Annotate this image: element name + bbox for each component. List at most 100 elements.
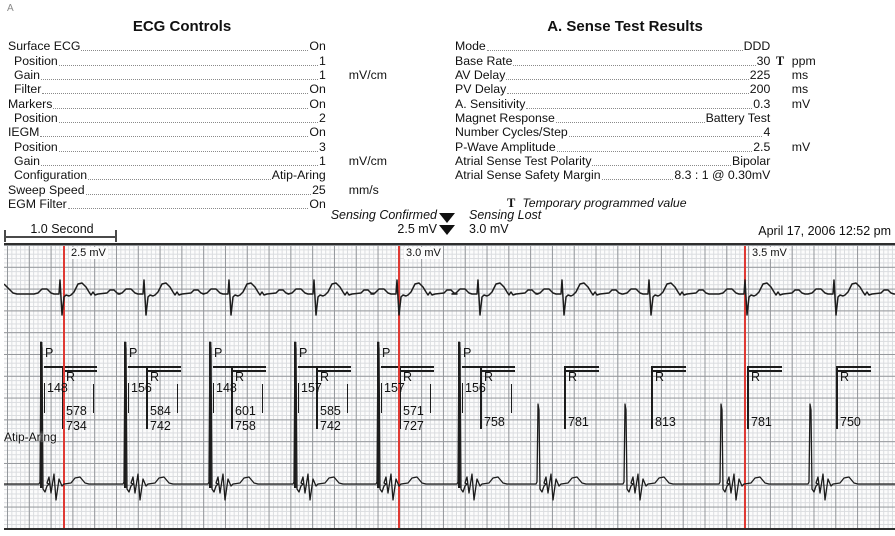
r-refractory-line xyxy=(651,370,686,372)
r-marker-stem xyxy=(231,366,233,429)
parameter-row: PV Delay 200 ms xyxy=(455,82,840,96)
atrial-sense-bar xyxy=(377,342,380,488)
parameter-label: Atrial Sense Safety Margin xyxy=(455,168,601,183)
parameter-value: On xyxy=(309,96,326,111)
time-scale-tick xyxy=(115,230,117,242)
threshold-cursor-label: 2.5 mV xyxy=(69,247,108,259)
parameter-row: Configuration Atip-Aring xyxy=(8,168,408,182)
r-marker-label: R xyxy=(66,369,76,384)
p-marker-label: P xyxy=(382,346,391,360)
sensing-lost-label: Sensing Lost xyxy=(469,208,542,222)
r-refractory-line xyxy=(836,370,871,372)
parameter-row: Number Cycles/Step 4 xyxy=(455,125,840,139)
interval-rr: 742 xyxy=(320,419,341,433)
parameter-label: Number Cycles/Step xyxy=(455,125,568,140)
dot-leader xyxy=(486,50,743,52)
sense-test-results-panel: A. Sense Test Results Mode DDD Base Rate 30… xyxy=(455,18,840,182)
parameter-label: Position xyxy=(14,53,58,68)
parameter-value: 1 xyxy=(318,53,326,68)
atrial-event-tick xyxy=(381,383,383,413)
p-refractory-line xyxy=(298,366,351,368)
interval-pr: 157 xyxy=(301,381,322,395)
r-marker-stem xyxy=(316,366,318,429)
parameter-unit: mV xyxy=(791,96,811,111)
atrial-event-tick xyxy=(128,383,130,413)
parameter-value: 25 xyxy=(312,182,326,197)
parameter-label: Magnet Response xyxy=(455,111,555,126)
threshold-cursor-label: 3.5 mV xyxy=(750,247,789,259)
sensing-lost-annotation: Sensing Lost 3.0 mV xyxy=(469,208,541,236)
dot-leader xyxy=(58,122,318,124)
atrial-sense-bar xyxy=(294,342,297,488)
parameter-value: Atip-Aring xyxy=(271,168,326,183)
parameter-row: Sweep Speed 25 mm/s xyxy=(8,182,408,196)
dot-leader xyxy=(40,165,318,167)
parameter-row: Markers On xyxy=(8,96,408,110)
r-refractory-line xyxy=(564,370,599,372)
dot-leader xyxy=(58,64,318,66)
interval-rr: 734 xyxy=(66,419,87,433)
interval-pr: 148 xyxy=(47,381,68,395)
iegm-trace xyxy=(4,341,895,501)
parameter-label: Atrial Sense Test Polarity xyxy=(455,154,592,169)
parameter-label: Surface ECG xyxy=(8,39,81,54)
interval-pp: 585 xyxy=(320,404,341,418)
parameter-label: Base Rate xyxy=(455,53,513,68)
dot-leader xyxy=(85,193,312,195)
dot-leader xyxy=(40,79,318,81)
p-refractory-line xyxy=(128,366,181,368)
p-refractory-line xyxy=(747,366,782,368)
interval-pp: 571 xyxy=(403,404,424,418)
atrial-event-tick xyxy=(462,383,464,413)
dot-leader xyxy=(40,136,309,138)
parameter-label: IEGM xyxy=(8,125,40,140)
sense-test-results-title: A. Sense Test Results xyxy=(547,18,703,35)
p-refractory-line xyxy=(651,366,686,368)
temporary-flag: T xyxy=(507,196,516,210)
parameter-row: Filter On xyxy=(8,82,408,96)
parameter-value: 30 xyxy=(756,53,771,68)
down-arrow-icon xyxy=(439,225,455,235)
dot-leader xyxy=(42,93,309,95)
dot-leader xyxy=(81,50,309,52)
dot-leader xyxy=(592,165,732,167)
interval-rr: 781 xyxy=(751,415,772,429)
interval-rr: 813 xyxy=(655,415,676,429)
atrial-event-tick xyxy=(213,383,215,413)
parameter-unit: ms xyxy=(791,68,809,83)
r-marker-stem xyxy=(651,366,653,429)
r-refractory-line xyxy=(146,370,181,372)
dot-leader xyxy=(601,179,674,181)
figure-label: A xyxy=(7,3,14,14)
atrial-sense-bar xyxy=(209,342,212,488)
sensing-confirmed-value: 2.5 mV xyxy=(397,222,437,236)
p-refractory-line xyxy=(462,366,515,368)
ventricular-event-tick xyxy=(262,384,264,413)
p-marker-label: P xyxy=(463,346,472,360)
p-marker-label: P xyxy=(129,346,138,360)
parameter-row: EGM Filter On xyxy=(8,197,408,211)
parameter-row: AV Delay 225 ms xyxy=(455,68,840,82)
ecg-strip: 2.5 mV 3.0 mV 3.5 mV P 148 578 734 R P 156 584 742 R… xyxy=(4,243,895,530)
threshold-cursor xyxy=(63,246,65,528)
interval-pp: 601 xyxy=(235,404,256,418)
p-marker-label: P xyxy=(214,346,223,360)
r-refractory-line xyxy=(316,370,351,372)
sensing-confirmed-label: Sensing Confirmed xyxy=(330,208,437,222)
p-marker-label: P xyxy=(45,346,54,360)
atrial-event-tick xyxy=(298,383,300,413)
r-refractory-line xyxy=(399,370,434,372)
ecg-controls-panel: ECG Controls Surface ECG On Position 1 Gain 1… xyxy=(8,18,408,211)
dot-leader xyxy=(506,79,749,81)
parameter-label: Position xyxy=(14,111,58,126)
threshold-cursor xyxy=(398,246,400,528)
sensing-threshold-arrows xyxy=(439,213,455,237)
interval-rr: 781 xyxy=(568,415,589,429)
parameter-value: Battery Test xyxy=(705,111,771,126)
parameter-value: 200 xyxy=(749,82,771,97)
parameter-label: A. Sensitivity xyxy=(455,96,526,111)
interval-pp: 578 xyxy=(66,404,87,418)
parameter-value: 8.3 : 1 @ 0.30mV xyxy=(674,168,771,183)
dot-leader xyxy=(568,136,763,138)
r-marker-label: R xyxy=(840,369,850,384)
